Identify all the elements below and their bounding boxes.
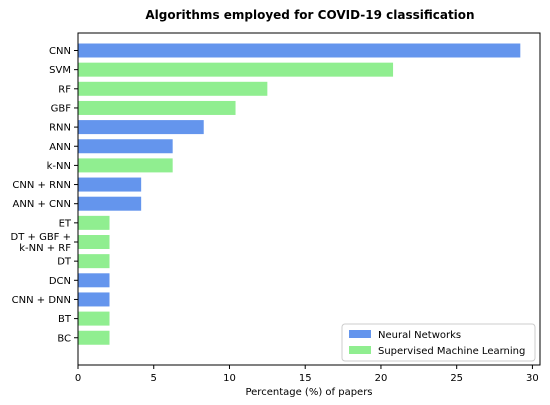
bar-bt <box>78 311 110 326</box>
x-tick-label-5: 5 <box>151 373 157 384</box>
bar-et <box>78 215 110 230</box>
legend: Neural Networks Supervised Machine Learn… <box>341 323 536 362</box>
y-tick-label-gbf: GBF <box>51 103 72 114</box>
plot-frame <box>77 32 541 366</box>
legend-label-neural-networks: Neural Networks <box>378 330 461 341</box>
y-tick-label-dt-plus-gbf-plus-k-nn-plus-rf: DT + GBF + k-NN + RF <box>11 232 72 254</box>
chart-title: Algorithms employed for COVID-19 classif… <box>145 8 474 22</box>
bar-dt-plus-gbf-plus-k-nn-plus-rf <box>78 235 110 249</box>
y-tick-label-rnn: RNN <box>49 123 71 134</box>
bar-dt <box>78 254 110 269</box>
y-tick-label-rf: RF <box>58 84 71 95</box>
x-tick-label-0: 0 <box>75 373 81 384</box>
y-tick-label-bt: BT <box>58 314 72 325</box>
x-tick-label-25: 25 <box>450 373 463 384</box>
y-tick-label-cnn-plus-dnn: CNN + DNN <box>12 295 71 306</box>
bar-ann-plus-cnn <box>78 196 142 211</box>
bar-svm <box>78 62 394 77</box>
bar-rnn <box>78 120 204 135</box>
x-tick-label-10: 10 <box>223 373 236 384</box>
y-tick-labels: CNN SVM RF GBF RNN ANN k-NN CNN + RNN ANN + CNN E… <box>11 46 78 344</box>
bar-ann <box>78 139 173 154</box>
y-tick-label-k-nn: k-NN <box>47 161 71 172</box>
legend-swatch-supervised-ml <box>349 346 371 354</box>
bar-rf <box>78 81 268 96</box>
y-tick-label-cnn: CNN <box>49 46 71 57</box>
legend-label-supervised-ml: Supervised Machine Learning <box>378 346 525 357</box>
x-tick-label-15: 15 <box>299 373 312 384</box>
y-tick-label-dcn: DCN <box>49 276 71 287</box>
bars-layer <box>78 43 521 345</box>
x-tick-label-20: 20 <box>375 373 388 384</box>
bar-k-nn <box>78 158 173 173</box>
bar-cnn <box>78 43 521 58</box>
bar-cnn-plus-rnn <box>78 177 142 192</box>
y-tick-label-ann: ANN <box>49 142 71 153</box>
legend-frame <box>341 323 536 362</box>
bar-dcn <box>78 273 110 288</box>
legend-swatch-neural-networks <box>349 330 371 338</box>
y-tick-label-dt: DT <box>57 257 72 268</box>
x-tick-label-30: 30 <box>526 373 539 384</box>
y-tick-label-et: ET <box>59 218 72 229</box>
x-axis-ticks: 0 5 10 15 20 25 30 <box>75 365 539 384</box>
bar-cnn-plus-dnn <box>78 292 110 307</box>
bar-bc <box>78 330 110 345</box>
y-tick-label-bc: BC <box>57 333 71 344</box>
y-tick-label-cnn-plus-rnn: CNN + RNN <box>12 180 71 191</box>
x-axis-label: Percentage (%) of papers <box>245 387 372 398</box>
y-tick-label-svm: SVM <box>49 65 71 76</box>
y-tick-label-ann-plus-cnn: ANN + CNN <box>13 199 71 210</box>
bar-gbf <box>78 100 236 115</box>
